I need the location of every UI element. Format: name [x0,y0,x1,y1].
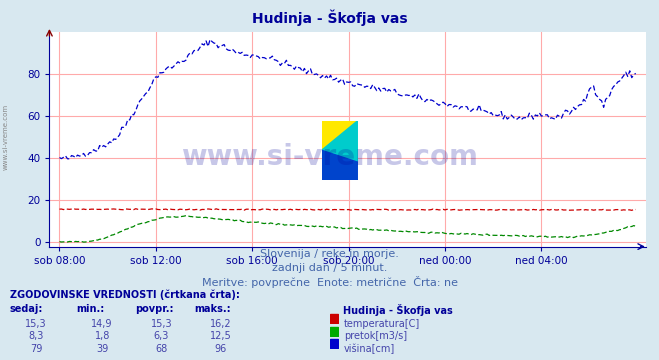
Text: 16,2: 16,2 [210,319,231,329]
Text: 6,3: 6,3 [154,331,169,341]
Text: min.:: min.: [76,304,104,314]
Polygon shape [322,121,358,150]
Text: pretok[m3/s]: pretok[m3/s] [344,331,407,341]
Text: zadnji dan / 5 minut.: zadnji dan / 5 minut. [272,263,387,273]
Text: povpr.:: povpr.: [135,304,173,314]
Text: 68: 68 [156,344,167,354]
Polygon shape [322,150,358,180]
Bar [330,339,339,348]
Text: 96: 96 [215,344,227,354]
Text: www.si-vreme.com: www.si-vreme.com [2,104,9,170]
Text: maks.:: maks.: [194,304,231,314]
Text: 15,3: 15,3 [151,319,172,329]
Text: višina[cm]: višina[cm] [344,344,395,354]
Text: 39: 39 [96,344,108,354]
Bar [330,327,339,336]
Text: ZGODOVINSKE VREDNOSTI (črtkana črta):: ZGODOVINSKE VREDNOSTI (črtkana črta): [10,290,240,300]
Polygon shape [322,121,358,162]
Text: 1,8: 1,8 [94,331,110,341]
Bar [330,314,339,323]
Text: temperatura[C]: temperatura[C] [344,319,420,329]
Text: Hudinja - Škofja vas: Hudinja - Škofja vas [343,304,453,316]
Text: Slovenija / reke in morje.: Slovenija / reke in morje. [260,249,399,259]
Text: 8,3: 8,3 [28,331,44,341]
Text: 12,5: 12,5 [210,331,232,341]
Text: 14,9: 14,9 [92,319,113,329]
Text: www.si-vreme.com: www.si-vreme.com [181,143,478,171]
Text: Meritve: povprečne  Enote: metrične  Črta: ne: Meritve: povprečne Enote: metrične Črta:… [202,276,457,288]
Text: Hudinja - Škofja vas: Hudinja - Škofja vas [252,9,407,26]
Text: 79: 79 [30,344,42,354]
Text: 15,3: 15,3 [26,319,47,329]
Text: sedaj:: sedaj: [10,304,43,314]
